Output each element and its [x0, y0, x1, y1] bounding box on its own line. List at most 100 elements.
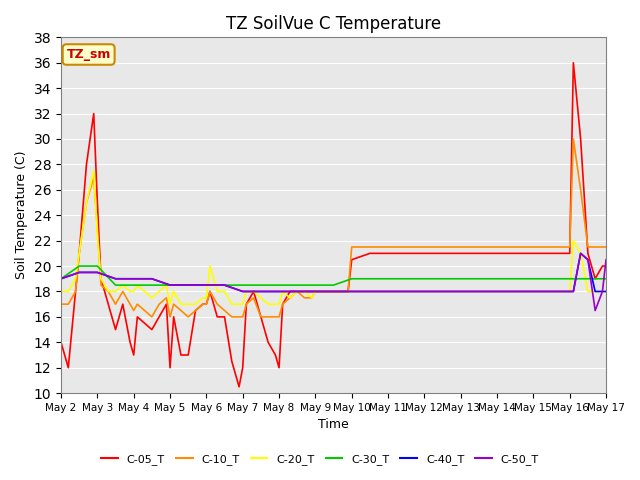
C-50_T: [76, 270, 83, 276]
C-30_T: [257, 282, 265, 288]
C-30_T: [312, 282, 319, 288]
C-40_T: [76, 270, 83, 276]
C-30_T: [348, 276, 356, 282]
C-30_T: [570, 276, 577, 282]
C-40_T: [591, 288, 599, 294]
C-30_T: [93, 263, 101, 269]
C-40_T: [257, 288, 265, 294]
C-30_T: [511, 276, 519, 282]
C-10_T: [570, 136, 577, 142]
C-10_T: [228, 314, 236, 320]
C-20_T: [166, 301, 174, 307]
C-10_T: [577, 187, 584, 192]
C-50_T: [584, 257, 592, 263]
Line: C-05_T: C-05_T: [61, 63, 606, 387]
C-50_T: [566, 288, 573, 294]
C-10_T: [148, 314, 156, 320]
C-30_T: [57, 276, 65, 282]
C-20_T: [93, 231, 101, 237]
Line: C-20_T: C-20_T: [61, 171, 606, 304]
C-30_T: [76, 263, 83, 269]
C-50_T: [529, 288, 537, 294]
C-30_T: [493, 276, 501, 282]
C-50_T: [112, 276, 120, 282]
C-50_T: [221, 282, 228, 288]
C-30_T: [221, 282, 228, 288]
C-20_T: [577, 251, 584, 256]
C-40_T: [529, 288, 537, 294]
C-50_T: [591, 308, 599, 313]
C-40_T: [420, 288, 428, 294]
C-40_T: [570, 288, 577, 294]
C-30_T: [602, 276, 610, 282]
C-30_T: [457, 276, 465, 282]
C-50_T: [330, 288, 337, 294]
C-30_T: [148, 282, 156, 288]
C-50_T: [493, 288, 501, 294]
Text: TZ_sm: TZ_sm: [67, 48, 111, 61]
C-05_T: [243, 301, 250, 307]
Line: C-50_T: C-50_T: [61, 253, 606, 311]
C-40_T: [602, 288, 610, 294]
C-50_T: [348, 288, 356, 294]
C-50_T: [239, 288, 246, 294]
C-50_T: [257, 288, 265, 294]
C-10_T: [602, 244, 610, 250]
C-50_T: [403, 288, 410, 294]
C-40_T: [584, 257, 592, 263]
C-40_T: [112, 276, 120, 282]
C-40_T: [366, 288, 374, 294]
C-30_T: [584, 276, 592, 282]
C-40_T: [184, 282, 192, 288]
C-40_T: [438, 288, 446, 294]
C-40_T: [457, 288, 465, 294]
C-05_T: [57, 339, 65, 345]
C-10_T: [57, 301, 65, 307]
C-40_T: [93, 270, 101, 276]
C-40_T: [348, 288, 356, 294]
C-10_T: [243, 301, 250, 307]
C-30_T: [420, 276, 428, 282]
C-40_T: [475, 288, 483, 294]
C-20_T: [112, 288, 120, 294]
C-40_T: [511, 288, 519, 294]
C-50_T: [577, 251, 584, 256]
C-50_T: [366, 288, 374, 294]
C-30_T: [112, 282, 120, 288]
C-50_T: [457, 288, 465, 294]
C-30_T: [166, 282, 174, 288]
C-20_T: [57, 288, 65, 294]
C-50_T: [202, 282, 210, 288]
X-axis label: Time: Time: [318, 419, 349, 432]
C-50_T: [598, 288, 606, 294]
C-40_T: [598, 288, 606, 294]
C-40_T: [221, 282, 228, 288]
C-40_T: [148, 276, 156, 282]
C-40_T: [566, 288, 573, 294]
C-30_T: [438, 276, 446, 282]
Line: C-10_T: C-10_T: [61, 139, 606, 317]
C-30_T: [529, 276, 537, 282]
C-50_T: [384, 288, 392, 294]
C-10_T: [90, 174, 97, 180]
C-40_T: [312, 288, 319, 294]
C-50_T: [420, 288, 428, 294]
C-20_T: [236, 301, 243, 307]
C-30_T: [384, 276, 392, 282]
C-40_T: [166, 282, 174, 288]
Y-axis label: Soil Temperature (C): Soil Temperature (C): [15, 151, 28, 279]
C-50_T: [570, 288, 577, 294]
C-40_T: [57, 276, 65, 282]
C-30_T: [275, 282, 283, 288]
C-20_T: [602, 288, 610, 294]
C-10_T: [403, 244, 410, 250]
C-50_T: [166, 282, 174, 288]
C-50_T: [93, 270, 101, 276]
C-30_T: [366, 276, 374, 282]
C-30_T: [330, 282, 337, 288]
C-30_T: [598, 276, 606, 282]
C-30_T: [202, 282, 210, 288]
C-50_T: [312, 288, 319, 294]
C-50_T: [184, 282, 192, 288]
C-05_T: [403, 251, 410, 256]
